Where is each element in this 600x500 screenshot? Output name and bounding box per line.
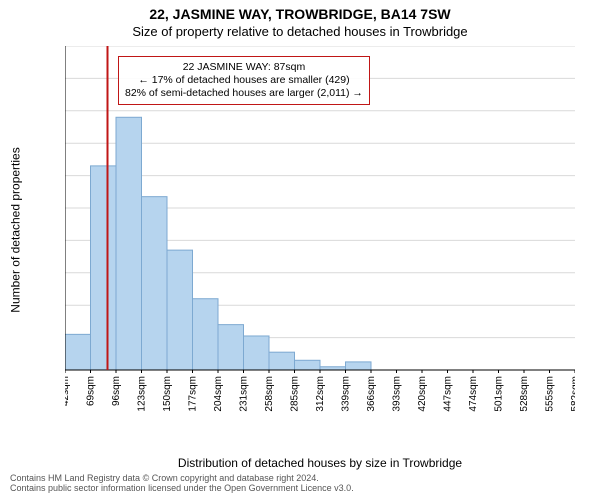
y-axis-label: Number of detached properties [9, 147, 23, 312]
svg-text:312sqm: 312sqm [315, 376, 326, 412]
y-axis-label-wrap: Number of detached properties [6, 46, 26, 414]
svg-text:501sqm: 501sqm [494, 376, 505, 412]
svg-text:258sqm: 258sqm [264, 376, 275, 412]
svg-text:204sqm: 204sqm [213, 376, 224, 412]
svg-text:123sqm: 123sqm [137, 376, 148, 412]
footnote-line2: Contains public sector information licen… [10, 483, 354, 493]
svg-text:420sqm: 420sqm [417, 376, 428, 412]
infobox-line: 22 JASMINE WAY: 87sqm [125, 61, 363, 74]
svg-text:474sqm: 474sqm [468, 376, 479, 412]
svg-text:69sqm: 69sqm [86, 376, 97, 406]
svg-text:582sqm: 582sqm [570, 376, 575, 412]
chart-title-desc: Size of property relative to detached ho… [0, 24, 600, 39]
svg-text:96sqm: 96sqm [111, 376, 122, 406]
chart-container: 22, JASMINE WAY, TROWBRIDGE, BA14 7SW Si… [0, 0, 600, 500]
marker-infobox: 22 JASMINE WAY: 87sqm← 17% of detached h… [118, 56, 370, 105]
svg-text:150sqm: 150sqm [162, 376, 173, 412]
svg-text:447sqm: 447sqm [443, 376, 454, 412]
svg-text:339sqm: 339sqm [341, 376, 352, 412]
footnote-line1: Contains HM Land Registry data © Crown c… [10, 473, 319, 483]
svg-text:528sqm: 528sqm [519, 376, 530, 412]
infobox-line: 82% of semi-detached houses are larger (… [125, 87, 363, 100]
svg-text:366sqm: 366sqm [366, 376, 377, 412]
svg-text:42sqm: 42sqm [65, 376, 71, 406]
infobox-line: ← 17% of detached houses are smaller (42… [125, 74, 363, 87]
svg-text:231sqm: 231sqm [239, 376, 250, 412]
x-axis-label: Distribution of detached houses by size … [65, 456, 575, 470]
footnote: Contains HM Land Registry data © Crown c… [10, 474, 590, 494]
plot-area: 0100200300400500600700800900100042sqm69s… [65, 46, 575, 414]
svg-text:285sqm: 285sqm [290, 376, 301, 412]
chart-title-address: 22, JASMINE WAY, TROWBRIDGE, BA14 7SW [0, 6, 600, 22]
svg-text:177sqm: 177sqm [188, 376, 199, 412]
svg-text:393sqm: 393sqm [392, 376, 403, 412]
svg-text:555sqm: 555sqm [545, 376, 556, 412]
